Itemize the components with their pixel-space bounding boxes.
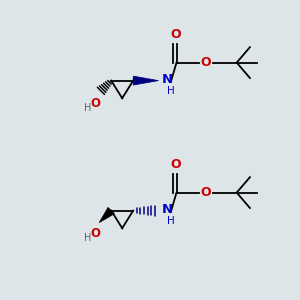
Text: H: H	[167, 216, 175, 226]
Text: H: H	[84, 232, 91, 243]
Text: O: O	[200, 186, 211, 199]
Text: N: N	[161, 203, 172, 216]
Text: O: O	[90, 97, 100, 110]
Text: O: O	[200, 56, 211, 69]
Polygon shape	[133, 76, 158, 85]
Text: O: O	[90, 226, 100, 240]
Text: O: O	[170, 28, 181, 41]
Text: O: O	[170, 158, 181, 171]
Text: H: H	[84, 103, 91, 112]
Text: H: H	[167, 85, 175, 96]
Text: N: N	[161, 73, 172, 86]
Polygon shape	[99, 207, 114, 223]
